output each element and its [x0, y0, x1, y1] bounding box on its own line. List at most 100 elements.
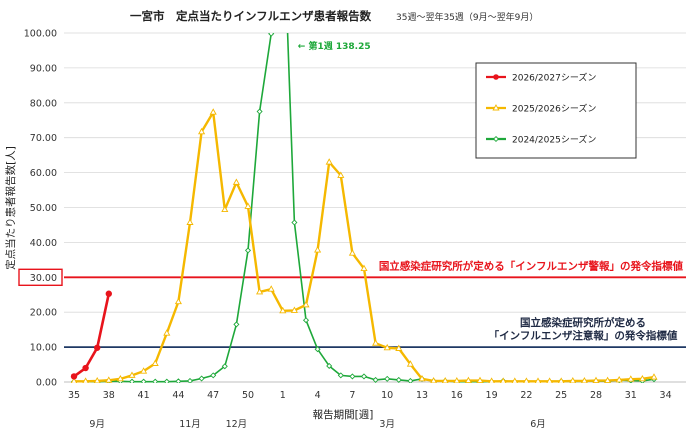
x-tick-label: 44 — [172, 390, 184, 401]
y-tick-label: 40.00 — [30, 238, 57, 249]
x-tick-label: 34 — [660, 390, 672, 401]
data-point — [70, 377, 78, 383]
x-tick-label: 47 — [207, 390, 219, 401]
month-label: 11月 — [179, 419, 201, 430]
data-point — [175, 378, 182, 383]
data-point — [523, 377, 530, 383]
data-point — [186, 377, 194, 383]
y-tick-label: 0.00 — [36, 378, 57, 389]
y-tick-label: 70.00 — [30, 133, 57, 144]
data-point — [383, 343, 391, 351]
x-tick-label: 13 — [416, 390, 428, 401]
data-point — [302, 300, 310, 308]
data-point — [395, 376, 402, 383]
data-point — [198, 127, 206, 135]
data-point — [337, 372, 344, 379]
data-point — [82, 377, 89, 383]
series-line — [73, 293, 111, 378]
data-point — [291, 219, 298, 226]
x-tick-label: 41 — [138, 390, 150, 401]
legend-box — [475, 62, 637, 159]
data-point — [372, 339, 380, 346]
data-point — [326, 362, 333, 369]
data-point — [186, 218, 194, 225]
month-label: 6月 — [530, 419, 546, 430]
x-axis-label: 報告期間[週] — [313, 408, 374, 421]
data-point — [105, 376, 113, 383]
x-tick-label: 28 — [590, 390, 602, 401]
data-point — [151, 359, 159, 366]
data-point — [152, 378, 159, 383]
data-point — [372, 376, 379, 383]
data-point — [233, 321, 240, 328]
data-point — [406, 360, 414, 367]
legend-marker — [493, 74, 499, 80]
y-tick-label: 60.00 — [30, 168, 57, 179]
x-tick-label: 7 — [349, 390, 355, 401]
data-point — [198, 375, 205, 382]
data-point — [267, 285, 275, 292]
data-point — [302, 317, 310, 324]
data-point — [232, 178, 240, 185]
chart-title: 一宮市 定点当たりインフルエンザ患者報告数 — [130, 9, 372, 23]
data-point — [638, 374, 646, 382]
legend-label: 2026/2027シーズン — [512, 72, 596, 84]
data-point — [128, 371, 136, 378]
data-point — [210, 372, 217, 379]
data-point — [360, 373, 368, 380]
x-tick-label: 1 — [280, 390, 286, 401]
data-point — [221, 205, 229, 213]
data-point — [244, 202, 252, 209]
x-tick-label: 10 — [381, 390, 393, 401]
x-tick-label: 31 — [625, 390, 637, 401]
data-point — [174, 297, 182, 305]
data-point — [140, 378, 147, 383]
month-label: 12月 — [226, 419, 248, 430]
x-tick-label: 35 — [68, 390, 80, 401]
highlight-box — [18, 268, 63, 286]
data-point — [430, 377, 437, 383]
data-point — [569, 377, 577, 383]
y-tick-label: 20.00 — [30, 308, 57, 319]
data-point — [337, 171, 345, 178]
data-point — [268, 33, 275, 37]
y-tick-label: 10.00 — [30, 343, 57, 354]
data-point — [441, 377, 449, 383]
data-point — [558, 377, 565, 383]
data-point — [116, 374, 124, 382]
data-point — [82, 364, 89, 372]
legend-marker — [492, 135, 500, 143]
data-point — [94, 344, 101, 351]
data-point — [511, 377, 518, 383]
chart-subtitle: 35週〜翌年35週（9月〜翌年9月） — [396, 11, 538, 23]
data-point — [163, 329, 171, 336]
x-tick-label: 19 — [486, 390, 498, 401]
data-point — [70, 373, 78, 380]
data-point — [604, 376, 612, 383]
reference-label: 「インフルエンザ注意報」の発令指標値 — [489, 329, 678, 342]
data-point — [592, 376, 600, 383]
data-point — [314, 246, 322, 253]
data-point — [140, 367, 148, 374]
data-point — [650, 373, 658, 380]
legend-marker — [492, 104, 500, 111]
y-tick-label: 80.00 — [30, 98, 57, 109]
data-point — [93, 377, 101, 383]
data-point — [325, 158, 333, 165]
data-point — [476, 376, 484, 383]
data-point — [384, 375, 391, 382]
y-tick-label: 30.00 — [30, 273, 57, 284]
month-label: 3月 — [379, 419, 395, 430]
x-tick-label: 22 — [520, 390, 532, 401]
legend-label: 2024/2025シーズン — [512, 134, 596, 146]
data-point — [395, 344, 403, 351]
reference-label: 国立感染症研究所が定める「インフルエンザ警報」の発令指標値 — [379, 259, 684, 272]
x-tick-label: 16 — [451, 390, 463, 401]
x-tick-label: 50 — [242, 390, 254, 401]
x-tick-label: 38 — [103, 390, 115, 401]
data-point — [418, 374, 426, 382]
data-point — [360, 264, 368, 272]
y-tick-label: 90.00 — [30, 63, 57, 74]
data-point — [500, 377, 507, 383]
